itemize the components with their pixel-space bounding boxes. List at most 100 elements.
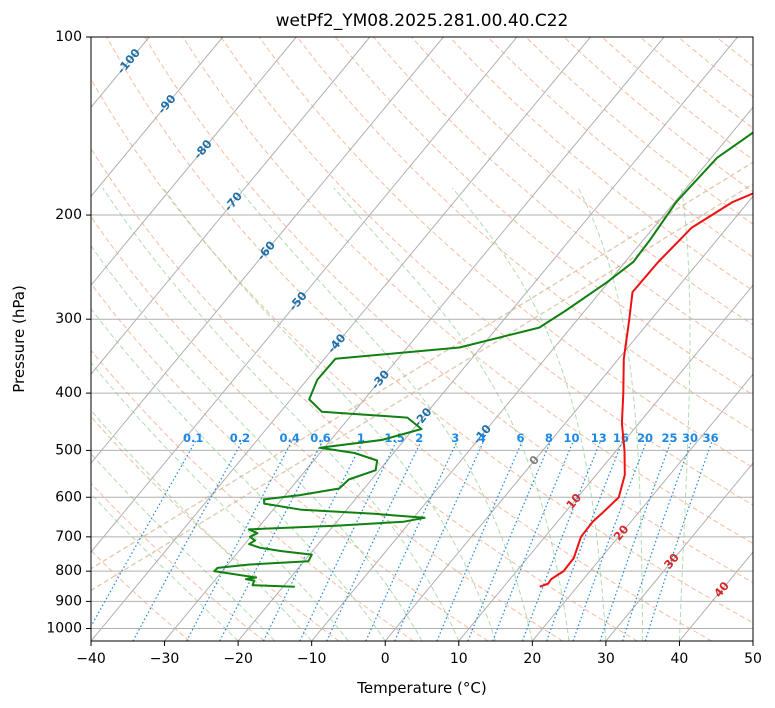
isotherm-line <box>91 37 371 375</box>
moist-adiabat-line <box>678 187 691 641</box>
dry-adiabat-line <box>373 37 753 361</box>
isotherm-line <box>91 37 591 641</box>
moist-adiabat-line <box>91 493 239 641</box>
y-tick-label: 900 <box>55 593 82 609</box>
y-axis: 100 200 300 400 500 600 700 800 900 1000 <box>46 29 91 636</box>
plot-frame <box>90 36 754 642</box>
x-tick-label: −20 <box>223 651 253 667</box>
mixing-ratio-line <box>572 439 648 641</box>
dry-adiabat-line <box>220 37 753 506</box>
dry-adiabat-line <box>754 37 775 641</box>
isotherm-line <box>91 37 224 198</box>
background-grid <box>0 37 775 641</box>
y-axis-title: Pressure (hPa) <box>10 285 28 393</box>
line-labels: -100-90-80-70-60-50-40-30-20-10010203040… <box>114 46 732 600</box>
x-axis: −40 −30 −20 −10 0 10 20 30 40 50 <box>76 641 762 667</box>
mixing-ratio-line <box>546 439 624 641</box>
mixing-ratio-label: 0.1 <box>183 431 203 445</box>
x-tick-label: −10 <box>297 651 327 667</box>
temperature-profile-line <box>539 192 753 588</box>
isotherm-line <box>384 195 753 641</box>
x-axis-title: Temperature (°C) <box>356 679 486 697</box>
dry-adiabat-line <box>677 37 753 98</box>
moist-adiabat-line <box>91 361 349 641</box>
isotherm-line <box>237 37 739 641</box>
mixing-ratio-label: 0.4 <box>280 431 300 445</box>
moist-adiabat-line <box>91 244 423 641</box>
mixing-ratio-label: 0.2 <box>230 431 250 445</box>
y-tick-label: 200 <box>55 207 82 223</box>
mixing-ratio-label: 0.6 <box>310 431 330 445</box>
x-tick-label: 50 <box>744 651 762 667</box>
x-tick-label: 20 <box>523 651 541 667</box>
isotherm-line <box>91 37 297 287</box>
dry-adiabat-line <box>91 215 563 641</box>
isotherm-line <box>311 106 753 641</box>
moist-adiabat-line <box>238 187 533 641</box>
y-tick-label: 500 <box>55 442 82 458</box>
moist-adiabat-line <box>452 187 607 641</box>
series-layer <box>213 131 753 588</box>
dry-adiabat-line <box>91 282 489 641</box>
chart-title: wetPf2_YM08.2025.281.00.40.C22 <box>276 11 569 31</box>
y-tick-label: 800 <box>55 563 82 579</box>
mixing-ratio-line <box>186 439 294 641</box>
isotherm-line <box>605 462 753 641</box>
mixing-ratio-label: 8 <box>545 431 553 445</box>
mixing-ratio-line <box>262 439 365 641</box>
mixing-ratio-line <box>436 439 524 641</box>
moist-adiabat-line <box>162 187 497 641</box>
mixing-ratio-label: 30 <box>682 431 698 445</box>
mixing-ratio-line <box>91 439 197 628</box>
isotherm-line <box>0 37 2 641</box>
mixing-ratio-label: 25 <box>662 431 678 445</box>
moist-adiabat-line <box>102 187 460 641</box>
moist-adiabat-line <box>577 187 644 641</box>
dry-adiabat-line <box>91 147 638 641</box>
mixing-ratio-line <box>394 439 485 641</box>
reference-curve <box>91 161 753 570</box>
mixing-ratio-label: 16 <box>613 431 629 445</box>
dry-adiabat-line <box>563 37 753 193</box>
mixing-ratio-label: 36 <box>703 431 719 445</box>
dry-adiabat-line <box>91 77 713 641</box>
y-tick-label: 700 <box>55 529 82 545</box>
moist-adiabat-line <box>91 409 313 641</box>
dry-adiabat-line <box>91 349 414 641</box>
y-tick-label: 1000 <box>46 620 82 636</box>
dry-adiabat-line <box>144 37 753 584</box>
x-tick-label: 30 <box>597 651 615 667</box>
mixing-ratio-label: 4 <box>478 431 486 445</box>
isotherm-line <box>531 373 753 641</box>
mixing-ratio-line <box>132 439 244 641</box>
mixing-ratio-label: 2 <box>415 431 423 445</box>
y-tick-label: 600 <box>55 489 82 505</box>
mixing-ratio-label: 10 <box>564 431 580 445</box>
dry-adiabat-line <box>639 37 753 129</box>
dry-adiabat-line <box>715 37 753 67</box>
mixing-ratio-label: 6 <box>516 431 524 445</box>
x-tick-label: −40 <box>76 651 106 667</box>
y-tick-label: 400 <box>55 385 82 401</box>
dry-adiabat-line <box>91 482 265 641</box>
x-tick-label: 40 <box>671 651 689 667</box>
reference-curve <box>91 183 753 592</box>
isotherm-line <box>752 640 753 641</box>
dry-adiabat-line <box>106 37 753 624</box>
x-tick-label: 0 <box>381 651 390 667</box>
x-tick-label: −30 <box>150 651 180 667</box>
mixing-ratio-line <box>599 439 673 641</box>
y-tick-label: 300 <box>55 311 82 327</box>
dry-adiabat-line <box>487 37 753 258</box>
dry-adiabat-line <box>411 37 753 326</box>
dewpoint-profile-line <box>213 131 753 588</box>
moist-adiabat-line <box>333 187 570 641</box>
dry-adiabat-line <box>449 37 753 292</box>
isotherm-line <box>164 37 665 641</box>
isotherm-line <box>91 37 518 553</box>
mixing-ratio-label: 3 <box>451 431 459 445</box>
mixing-ratio-label: 20 <box>637 431 653 445</box>
dry-adiabat-line <box>258 37 753 469</box>
mixing-ratio-label: 1 <box>357 431 365 445</box>
